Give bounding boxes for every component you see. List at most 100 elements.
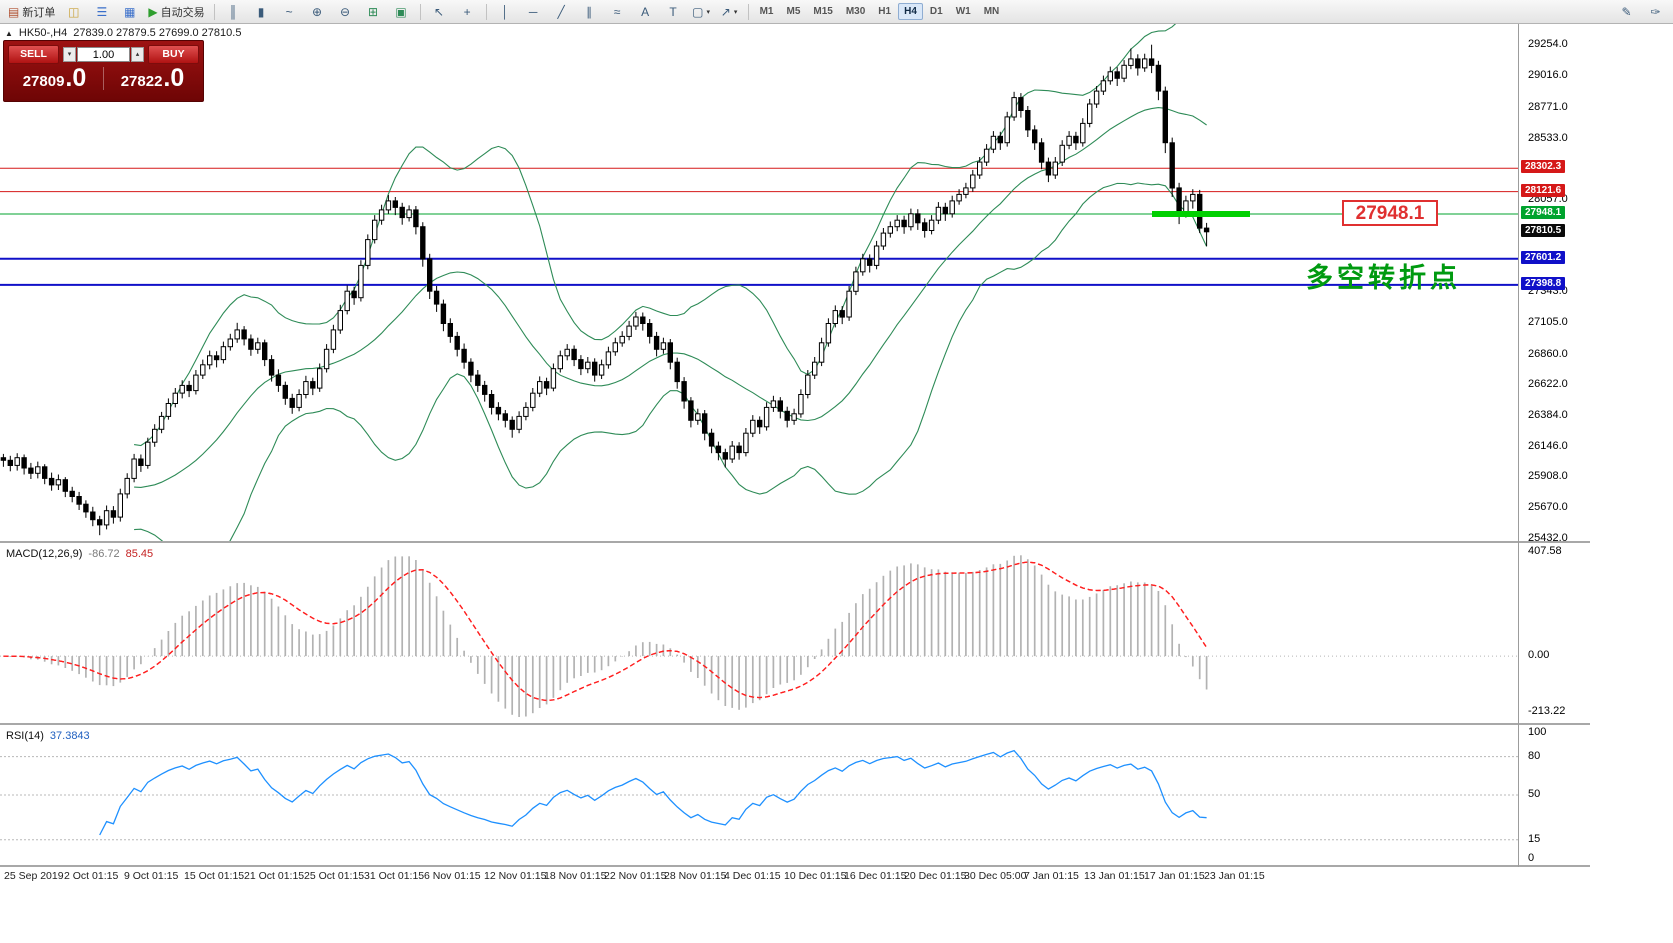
time-label: 7 Jan 01:15 <box>1024 870 1079 882</box>
price-axis: 29254.0 29016.0 28771.0 28533.0 28057.0 27343… <box>1518 24 1673 867</box>
candlestick-chart-icon: ▮ <box>257 4 265 19</box>
chart-window-icon: ◫ <box>68 4 80 19</box>
timeframe-h4-button[interactable]: H4 <box>898 3 923 20</box>
candlestick-chart-button[interactable]: ▮ <box>248 1 275 22</box>
macd-label: MACD(12,26,9) -86.72 85.45 <box>6 548 153 560</box>
timeframe-m5-button[interactable]: M5 <box>786 6 801 17</box>
timeframe-h1-button[interactable]: H1 <box>878 6 892 17</box>
macd-tick: -213.22 <box>1528 705 1566 718</box>
rsi-value: 37.3843 <box>49 730 90 742</box>
turning-point-label[interactable]: 多空转折点 <box>1306 263 1461 293</box>
marker-tool-button[interactable]: ✑ <box>1642 1 1669 22</box>
timeframe-m30-button[interactable]: M30 <box>845 6 866 17</box>
zoom-out-button[interactable]: ⊖ <box>332 1 359 22</box>
rsi-label: RSI(14) 37.3843 <box>6 730 90 742</box>
time-label: 15 Oct 01:15 <box>184 870 245 882</box>
vertical-line-icon: │ <box>501 4 509 19</box>
zoom-in-button[interactable]: ⊕ <box>304 1 331 22</box>
ask-price[interactable]: 27822 .0 <box>106 66 199 90</box>
new-order-button[interactable]: ▤ 新订单 <box>4 1 59 22</box>
chevron-down-icon: ▾ <box>706 8 710 16</box>
axis-badge: 27948.1 <box>1521 206 1566 219</box>
tile-windows-button[interactable]: ⊞ <box>360 1 387 22</box>
macd-value: -86.72 <box>88 548 120 560</box>
price-annotation-box[interactable]: 27948.1 <box>1342 200 1438 226</box>
rsi-tick: 100 <box>1528 726 1547 738</box>
arrange-windows-icon: ▣ <box>395 4 407 19</box>
elliott-waves-icon: ≈ <box>613 4 621 19</box>
volume-decrease-button[interactable]: ▾ <box>63 47 76 62</box>
bar-chart-button[interactable]: ║ <box>220 1 247 22</box>
panel-divider[interactable] <box>0 541 1590 543</box>
autotrading-button[interactable]: ▶ 自动交易 <box>144 1 208 22</box>
cursor-button[interactable]: ↖ <box>426 1 453 22</box>
pencil-tool-icon: ✎ <box>1621 4 1632 19</box>
rsi-tick: 80 <box>1528 749 1541 762</box>
buy-button[interactable]: BUY <box>148 45 199 64</box>
price-tick: 29254.0 <box>1528 38 1568 51</box>
bid-price[interactable]: 27809 .0 <box>8 64 101 92</box>
time-label: 18 Nov 01:15 <box>544 870 607 882</box>
time-label: 4 Dec 01:15 <box>724 870 781 882</box>
bar-chart-icon: ║ <box>228 4 238 19</box>
price-tick: 28771.0 <box>1528 100 1568 113</box>
price-tick: 25432.0 <box>1528 531 1568 544</box>
time-label: 21 Oct 01:15 <box>244 870 305 882</box>
elliott-waves-button[interactable]: ≈ <box>604 1 631 22</box>
axis-badge: 27398.8 <box>1521 276 1566 290</box>
line-chart-button[interactable]: ~ <box>276 1 303 22</box>
new-order-button-label: 新订单 <box>22 6 56 19</box>
pencil-tool-button[interactable]: ✎ <box>1613 1 1640 22</box>
text-label-button[interactable]: T <box>660 1 687 22</box>
crosshair-button[interactable]: + <box>454 1 481 22</box>
volume-input[interactable] <box>77 47 130 62</box>
trendline-button[interactable]: ╱ <box>548 1 575 22</box>
time-label: 25 Sep 2019 <box>4 870 64 882</box>
arrange-windows-button[interactable]: ▣ <box>388 1 415 22</box>
rsi-tick: 15 <box>1528 832 1541 845</box>
chart-window-button[interactable]: ◫ <box>60 1 87 22</box>
timeframe-m1-button[interactable]: M1 <box>759 6 774 17</box>
rsi-tick: 0 <box>1528 852 1535 864</box>
toolbar: ▤ 新订单 ◫ ☰ ▦ ▶ 自动交易 ║ ▮ ~ ⊕ ⊖ ⊞ ▣ ↖ + │ ─ ╱ ∥ ≈ A T ▢ ▾ ↗ ▾ M1 M5 M15… <box>0 0 1673 24</box>
rsi-name: RSI(14) <box>6 730 44 742</box>
equidistant-channel-button[interactable]: ∥ <box>576 1 603 22</box>
rsi-panel-canvas[interactable] <box>0 725 1518 865</box>
time-label: 25 Oct 01:15 <box>304 870 365 882</box>
panel-divider[interactable] <box>0 723 1590 725</box>
timeframe-mn-button[interactable]: MN <box>983 6 1000 17</box>
timeframe-m15-button[interactable]: M15 <box>813 6 833 17</box>
time-label: 28 Nov 01:15 <box>664 870 727 882</box>
sell-button[interactable]: SELL <box>8 45 59 64</box>
volume-increase-button[interactable]: ▴ <box>131 47 144 62</box>
time-label: 16 Dec 01:15 <box>844 870 907 882</box>
toolbar-separator <box>747 3 749 20</box>
shapes-button[interactable]: ▢ ▾ <box>688 1 715 22</box>
ohlc-readout: 27839.0 27879.5 27699.0 27810.5 <box>73 27 242 39</box>
axis-badge: 28121.6 <box>1521 183 1566 197</box>
market-watch-button[interactable]: ☰ <box>88 1 115 22</box>
vertical-line-button[interactable]: │ <box>492 1 519 22</box>
time-label: 9 Oct 01:15 <box>124 870 179 882</box>
price-tick: 25670.0 <box>1528 501 1568 514</box>
rsi-tick: 50 <box>1528 788 1541 800</box>
price-tick: 29016.0 <box>1528 69 1568 82</box>
price-chart-canvas[interactable] <box>0 24 1518 541</box>
timeframe-w1-button[interactable]: W1 <box>955 6 971 17</box>
one-click-collapse-icon[interactable]: ▲ <box>5 28 13 38</box>
text-button[interactable]: A <box>632 1 659 22</box>
chevron-down-icon: ▾ <box>733 8 738 16</box>
text-label-icon: T <box>669 4 677 19</box>
price-tick: 27105.0 <box>1528 315 1568 328</box>
horizontal-line-button[interactable]: ─ <box>520 1 547 22</box>
arrows-button[interactable]: ↗ ▾ <box>716 1 743 22</box>
timeframe-d1-button[interactable]: D1 <box>929 6 943 17</box>
time-label: 30 Dec 05:00 <box>964 870 1027 882</box>
data-window-button[interactable]: ▦ <box>116 1 143 22</box>
zoom-in-icon: ⊕ <box>312 4 323 19</box>
symbol-title: HK50-,H4 <box>18 27 68 39</box>
macd-panel-canvas[interactable] <box>0 543 1518 723</box>
time-label: 2 Oct 01:15 <box>64 870 119 882</box>
bid-price-dec: .0 <box>65 64 87 92</box>
time-label: 31 Oct 01:15 <box>364 870 425 882</box>
